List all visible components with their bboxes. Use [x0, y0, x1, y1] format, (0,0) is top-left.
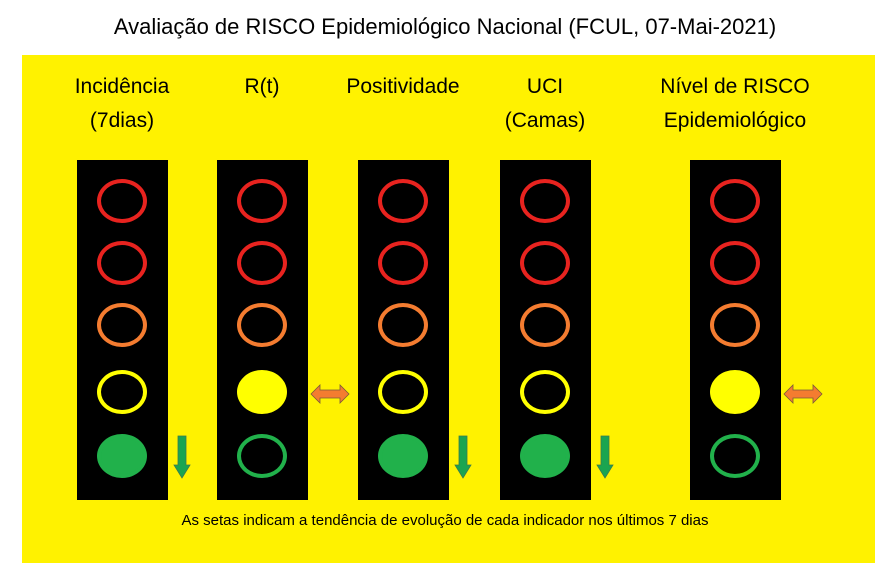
- lamp-orange: [237, 303, 287, 347]
- indicator-label-line: R(t): [244, 75, 280, 98]
- lamp-green-active: [378, 434, 428, 478]
- lamp-red: [97, 241, 147, 285]
- indicator-label: Incidência (7dias): [32, 70, 212, 138]
- lamp-yellow: [97, 370, 147, 414]
- lamp-red: [97, 179, 147, 223]
- lamp-red: [520, 241, 570, 285]
- trend-steady-arrow-icon: [783, 384, 823, 409]
- lamp-yellow: [378, 370, 428, 414]
- lamp-green-active: [520, 434, 570, 478]
- lamp-orange: [97, 303, 147, 347]
- lamp-red: [378, 241, 428, 285]
- indicator-label-line: Positividade: [346, 75, 460, 98]
- lamp-green: [237, 434, 287, 478]
- lamp-orange: [710, 303, 760, 347]
- indicator-label: Nível de RISCO Epidemiológico: [645, 70, 825, 138]
- lamp-red: [378, 179, 428, 223]
- lamp-orange: [378, 303, 428, 347]
- lamp-yellow-active: [710, 370, 760, 414]
- lamp-yellow: [520, 370, 570, 414]
- trend-down-arrow-icon: [173, 435, 191, 484]
- indicator-label-line: UCI: [526, 75, 564, 98]
- indicator-label-line: Incidência: [74, 75, 170, 98]
- page-title: Avaliação de RISCO Epidemiológico Nacion…: [113, 14, 777, 39]
- indicator-label: Positividade: [313, 70, 493, 104]
- lamp-red: [237, 179, 287, 223]
- trend-note: As setas indicam a tendência de evolução…: [181, 512, 709, 529]
- lamp-red: [710, 241, 760, 285]
- lamp-yellow-active: [237, 370, 287, 414]
- lamp-green: [710, 434, 760, 478]
- indicator-label-line: Nível de RISCO: [660, 75, 810, 98]
- trend-steady-arrow-icon: [310, 384, 350, 409]
- trend-down-arrow-icon: [454, 435, 472, 484]
- trend-down-arrow-icon: [596, 435, 614, 484]
- lamp-orange: [520, 303, 570, 347]
- lamp-red: [520, 179, 570, 223]
- indicator-label-line: (Camas): [504, 109, 586, 132]
- indicator-label: UCI (Camas): [455, 70, 635, 138]
- indicator-label: R(t): [172, 70, 352, 104]
- indicator-label-line: (7dias): [89, 109, 155, 132]
- lamp-red: [237, 241, 287, 285]
- lamp-green-active: [97, 434, 147, 478]
- lamp-red: [710, 179, 760, 223]
- indicator-label-line: Epidemiológico: [663, 109, 807, 132]
